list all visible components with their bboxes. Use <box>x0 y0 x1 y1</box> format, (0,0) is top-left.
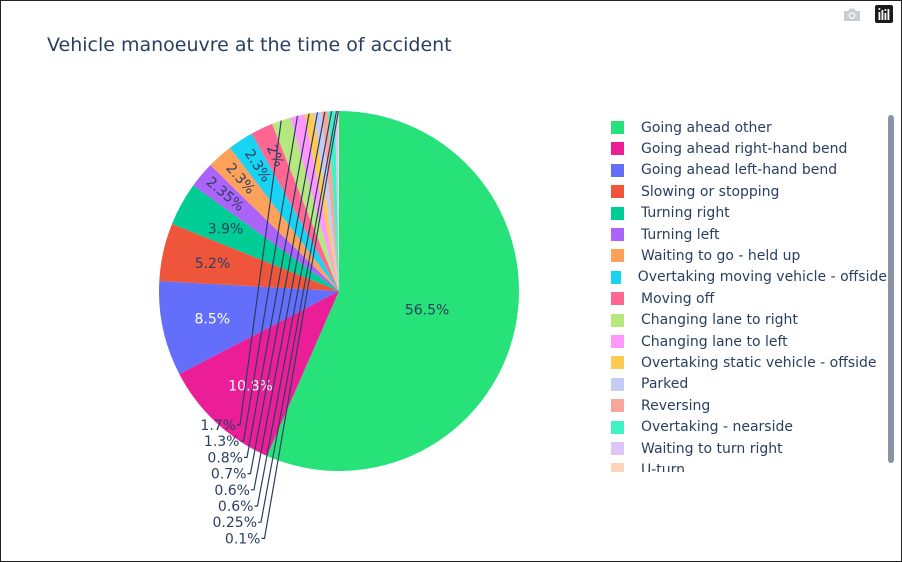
pie-slice-turning-right[interactable] <box>171 185 339 291</box>
slice-label-going-ahead-left-hand-bend: 8.5% <box>195 311 231 327</box>
chart-title: Vehicle manoeuvre at the time of acciden… <box>47 34 452 56</box>
legend-swatch <box>611 313 624 327</box>
legend-label: Waiting to turn right <box>641 440 783 457</box>
legend-item-overtaking-static-vehicle-offside[interactable]: Overtaking static vehicle - offside <box>607 352 887 373</box>
legend-item-going-ahead-left-hand-bend[interactable]: Going ahead left-hand bend <box>607 160 887 181</box>
legend-item-turning-left[interactable]: Turning left <box>607 224 887 245</box>
pie-slice-reversing[interactable] <box>321 111 339 291</box>
legend-swatch <box>611 228 624 241</box>
legend-label: Slowing or stopping <box>641 183 780 200</box>
legend-label: Waiting to go - held up <box>641 247 801 264</box>
modebar <box>841 4 895 24</box>
legend-swatch <box>611 377 624 391</box>
leader-line-u-turn <box>261 110 339 540</box>
pie-slice-going-ahead-left-hand-bend[interactable] <box>158 281 339 375</box>
leader-line-overtaking-static-vehicle-offside <box>244 113 310 458</box>
legend-label: Changing lane to left <box>641 333 788 350</box>
legend-item-overtaking-moving-vehicle-offside[interactable]: Overtaking moving vehicle - offside <box>607 267 887 288</box>
legend-scrollbar[interactable] <box>888 115 894 463</box>
legend-item-turning-right[interactable]: Turning right <box>607 203 887 224</box>
slice-label-overtaking-static-vehicle-offside: 0.8% <box>207 450 243 466</box>
legend-swatch <box>611 185 624 199</box>
pie-slice-parked[interactable] <box>313 111 339 291</box>
legend-label: Turning left <box>641 226 720 243</box>
legend-item-going-ahead-right-hand-bend[interactable]: Going ahead right-hand bend <box>607 138 887 159</box>
legend-label: Moving off <box>641 290 715 307</box>
legend-swatch <box>611 356 624 370</box>
plotly-logo-icon[interactable] <box>873 4 895 24</box>
pie-slices <box>158 110 520 471</box>
slice-label-u-turn: 0.1% <box>225 531 261 547</box>
slice-label-going-ahead-right-hand-bend: 10.8% <box>228 379 272 395</box>
legend-label: Turning right <box>641 205 730 222</box>
legend-swatch <box>611 442 624 455</box>
legend-swatch <box>611 206 624 220</box>
legend-swatch <box>611 399 624 413</box>
slice-label-waiting-to-turn-right: 0.25% <box>213 515 257 531</box>
pie-slice-going-ahead-right-hand-bend[interactable] <box>179 291 339 456</box>
pie-slice-going-ahead-other[interactable] <box>266 111 520 471</box>
slice-label-reversing: 0.6% <box>214 483 250 499</box>
legend-item-slowing-or-stopping[interactable]: Slowing or stopping <box>607 181 887 202</box>
legend-label: Reversing <box>641 397 711 414</box>
slice-label-slowing-or-stopping: 5.2% <box>195 256 231 272</box>
legend-swatch <box>611 249 624 263</box>
slice-label-overtaking-nearside: 0.6% <box>218 499 254 515</box>
leader-line-changing-lane-to-left <box>240 115 299 442</box>
leader-line-overtaking-nearside <box>254 111 333 507</box>
camera-icon[interactable] <box>841 4 863 24</box>
legend-item-changing-lane-to-left[interactable]: Changing lane to left <box>607 331 887 352</box>
pie-slice-waiting-to-turn-right[interactable] <box>335 111 339 291</box>
legend-swatch <box>611 142 624 156</box>
legend-item-moving-off[interactable]: Moving off <box>607 288 887 309</box>
legend-swatch <box>611 463 624 472</box>
legend-swatch <box>611 270 621 284</box>
pie-slice-moving-off[interactable] <box>251 123 339 292</box>
leader-line-changing-lane-to-right <box>237 120 282 426</box>
legend-swatch <box>611 121 624 134</box>
pie-slice-u-turn[interactable] <box>337 110 339 291</box>
pie-slice-changing-lane-to-right[interactable] <box>272 117 339 291</box>
pie-slice-overtaking-static-vehicle-offside[interactable] <box>304 112 339 291</box>
legend-label: Changing lane to right <box>641 312 798 329</box>
legend-label: Going ahead other <box>641 119 772 136</box>
pie-slice-overtaking-moving-vehicle-offside[interactable] <box>229 133 339 291</box>
slice-labels-outside: 1.7%1.3%0.8%0.7%0.6%0.6%0.25%0.1% <box>200 110 339 547</box>
leader-line-waiting-to-turn-right <box>258 110 338 523</box>
legend-item-waiting-to-turn-right[interactable]: Waiting to turn right <box>607 438 887 459</box>
slice-label-changing-lane-to-left: 1.3% <box>204 434 240 450</box>
leader-line-reversing <box>251 111 326 491</box>
legend-item-changing-lane-to-right[interactable]: Changing lane to right <box>607 310 887 331</box>
legend-swatch <box>611 335 624 348</box>
legend-label: Overtaking static vehicle - offside <box>641 354 877 371</box>
legend-item-reversing[interactable]: Reversing <box>607 395 887 416</box>
legend-label: U-turn <box>641 461 686 472</box>
pie-slice-waiting-to-go-held-up[interactable] <box>210 147 339 291</box>
slice-label-going-ahead-other: 56.5% <box>405 302 449 318</box>
legend-label: Parked <box>641 376 689 393</box>
legend-label: Overtaking moving vehicle - offside <box>637 269 887 286</box>
slice-label-parked: 0.7% <box>211 467 247 483</box>
slice-label-turning-right: 3.9% <box>208 221 244 237</box>
legend-swatch <box>611 292 624 306</box>
legend-item-going-ahead-other[interactable]: Going ahead other <box>607 117 887 138</box>
legend: Going ahead other Going ahead right-hand … <box>607 117 887 472</box>
leader-line-parked <box>247 112 319 475</box>
legend-swatch <box>611 420 624 434</box>
legend-item-overtaking-nearside[interactable]: Overtaking - nearside <box>607 417 887 438</box>
slice-label-changing-lane-to-right: 1.7% <box>200 418 236 434</box>
legend-label: Going ahead right-hand bend <box>641 140 848 157</box>
legend-item-parked[interactable]: Parked <box>607 374 887 395</box>
legend-item-waiting-to-go-held-up[interactable]: Waiting to go - held up <box>607 245 887 266</box>
legend-label: Going ahead left-hand bend <box>641 162 838 179</box>
legend-label: Overtaking - nearside <box>641 419 793 436</box>
legend-item-u-turn[interactable]: U-turn <box>607 459 887 472</box>
legend-swatch <box>611 163 624 177</box>
